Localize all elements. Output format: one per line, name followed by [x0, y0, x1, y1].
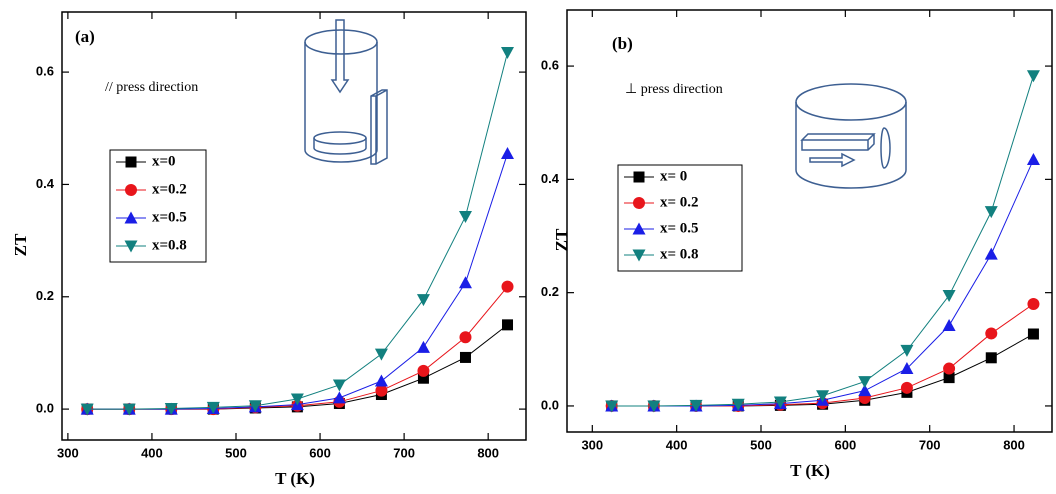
legend-label: x=0.2 [152, 181, 187, 197]
data-point [374, 374, 388, 387]
y-tick-label: 0.2 [541, 284, 559, 299]
x-tick-label: 400 [666, 437, 688, 452]
data-point [501, 280, 514, 293]
y-tick-label: 0.4 [541, 171, 560, 186]
data-point [943, 372, 955, 384]
data-point [501, 147, 515, 160]
y-tick-label: 0.6 [541, 58, 559, 73]
y-axis-label: ZT [552, 228, 571, 251]
plot-frame [61, 11, 527, 441]
x-tick-label: 500 [225, 445, 247, 460]
annotation: ⊥ press direction [625, 82, 723, 97]
data-point [206, 401, 220, 414]
legend-marker [124, 211, 138, 224]
legend-label: x= 0.2 [660, 194, 699, 210]
data-point [1027, 328, 1039, 340]
legend-label: x=0.8 [152, 237, 187, 253]
inset-a [304, 19, 388, 165]
data-point [605, 400, 619, 413]
data-point [984, 206, 998, 219]
legend-marker [125, 184, 137, 196]
data-point [416, 294, 430, 307]
data-point [858, 384, 872, 397]
data-point [689, 399, 703, 412]
data-point [773, 396, 787, 409]
x-tick-label: 300 [581, 437, 603, 452]
data-point [501, 46, 515, 59]
data-point [985, 327, 998, 340]
data-point [122, 403, 136, 416]
data-point [459, 351, 471, 363]
x-tick-label: 500 [750, 437, 772, 452]
data-point [502, 319, 514, 331]
data-point [816, 390, 830, 403]
x-tick-label: 800 [477, 445, 499, 460]
annotation: (b) [612, 34, 633, 53]
data-point [1026, 153, 1040, 166]
plot-frame [566, 9, 1053, 433]
data-point [248, 400, 262, 413]
data-point [374, 348, 388, 361]
data-point [458, 210, 472, 223]
data-point [900, 344, 914, 357]
inset-b [795, 83, 907, 189]
legend-label: x= 0 [660, 168, 687, 184]
y-tick-label: 0.0 [541, 397, 559, 412]
legend-label: x=0 [152, 153, 176, 169]
data-point [647, 400, 661, 413]
data-point [943, 362, 956, 375]
legend-marker [125, 156, 137, 168]
y-tick-label: 0.4 [36, 176, 55, 191]
data-point [731, 398, 745, 411]
data-point [985, 352, 997, 364]
x-axis-label: T (K) [790, 461, 830, 480]
data-point [80, 403, 94, 416]
x-tick-label: 400 [141, 445, 163, 460]
x-tick-label: 300 [57, 445, 79, 460]
y-tick-label: 0.2 [36, 288, 54, 303]
data-point [332, 379, 346, 392]
x-axis-label: T (K) [275, 469, 315, 488]
legend-marker [632, 249, 646, 262]
y-tick-label: 0.6 [36, 64, 54, 79]
legend-label: x=0.5 [152, 209, 187, 225]
x-tick-label: 700 [919, 437, 941, 452]
data-point [984, 247, 998, 260]
legend-marker [633, 171, 645, 183]
legend-marker [633, 197, 645, 209]
data-point [1026, 70, 1040, 83]
data-point [459, 331, 472, 344]
data-point [458, 276, 472, 289]
legend-box [109, 149, 207, 263]
legend-marker [124, 240, 138, 253]
data-point [416, 340, 430, 353]
data-point [332, 391, 346, 404]
data-point [290, 393, 304, 406]
data-point [1027, 297, 1040, 310]
legend-label: x= 0.5 [660, 220, 699, 236]
y-axis-label: ZT [11, 233, 30, 256]
data-point [375, 384, 388, 397]
x-tick-label: 600 [309, 445, 331, 460]
x-tick-label: 800 [1003, 437, 1025, 452]
data-point [417, 372, 429, 384]
data-point [417, 364, 430, 377]
y-tick-label: 0.0 [36, 401, 54, 416]
legend-label: x= 0.8 [660, 246, 699, 262]
x-tick-label: 600 [834, 437, 856, 452]
x-tick-label: 700 [393, 445, 415, 460]
data-point [942, 289, 956, 302]
data-point [900, 381, 913, 394]
data-point [900, 362, 914, 375]
series-line [87, 286, 508, 410]
data-point [858, 376, 872, 389]
annotation: (a) [75, 27, 95, 46]
legend-marker [632, 222, 646, 235]
data-point [942, 319, 956, 332]
data-point [164, 403, 178, 416]
annotation: // press direction [105, 80, 198, 95]
